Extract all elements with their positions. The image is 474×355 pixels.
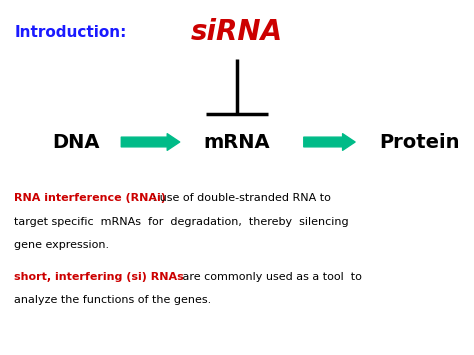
Text: : use of double-stranded RNA to: : use of double-stranded RNA to bbox=[149, 193, 331, 203]
Text: Protein: Protein bbox=[379, 132, 460, 152]
FancyArrowPatch shape bbox=[304, 134, 355, 150]
Text: gene expression.: gene expression. bbox=[14, 240, 109, 250]
Text: Introduction:: Introduction: bbox=[14, 25, 127, 40]
Text: short, interfering (si) RNAs: short, interfering (si) RNAs bbox=[14, 272, 184, 282]
Text: mRNA: mRNA bbox=[204, 132, 270, 152]
FancyArrowPatch shape bbox=[121, 134, 180, 150]
Text: are commonly used as a tool  to: are commonly used as a tool to bbox=[179, 272, 362, 282]
Text: analyze the functions of the genes.: analyze the functions of the genes. bbox=[14, 295, 211, 305]
Text: DNA: DNA bbox=[52, 132, 100, 152]
Text: siRNA: siRNA bbox=[191, 18, 283, 46]
Text: target specific  mRNAs  for  degradation,  thereby  silencing: target specific mRNAs for degradation, t… bbox=[14, 217, 349, 226]
Text: RNA interference (RNAi): RNA interference (RNAi) bbox=[14, 193, 166, 203]
